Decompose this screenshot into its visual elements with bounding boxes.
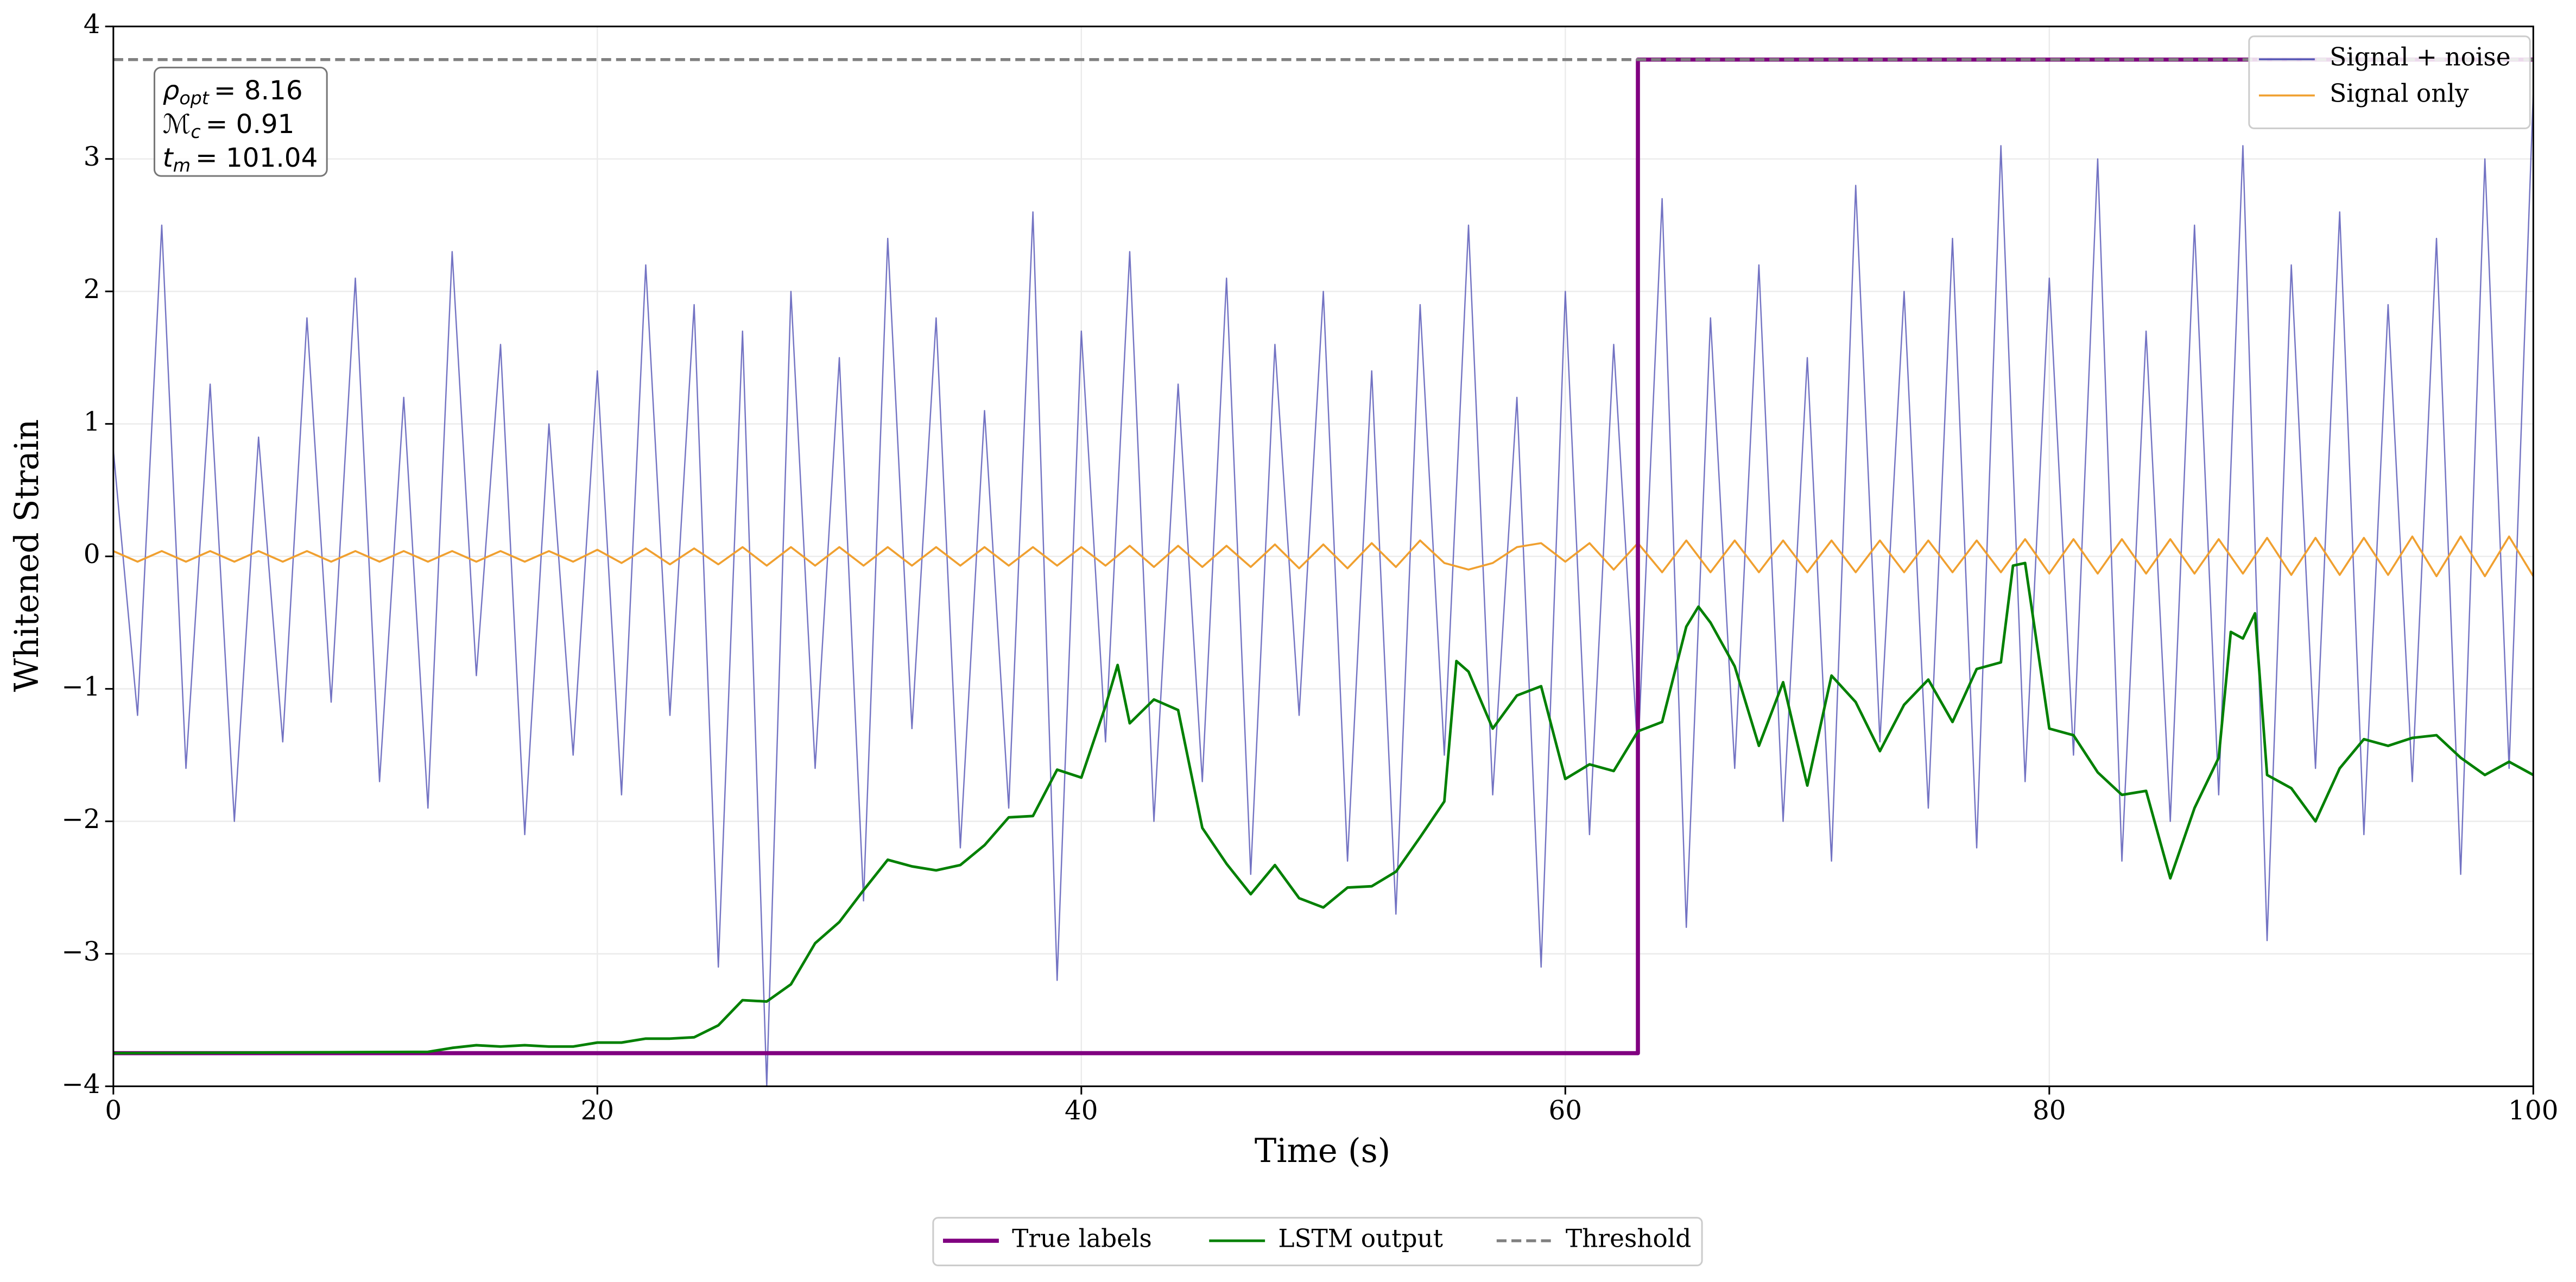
plot-frame xyxy=(112,26,2534,1088)
y-tick-label: −2 xyxy=(61,804,100,835)
y-tick-label: −4 xyxy=(61,1069,100,1100)
x-tick-label: 60 xyxy=(1549,1096,1583,1126)
annotation-text: = 0.91 xyxy=(206,109,295,140)
y-tick-label: 0 xyxy=(84,539,100,570)
annotation-box xyxy=(153,66,328,177)
legend-label: True labels xyxy=(1012,1224,1152,1253)
x-axis-label: Time (s) xyxy=(1255,1132,1390,1170)
legend-label: Signal only xyxy=(2330,79,2469,108)
legend-label: LSTM output xyxy=(1278,1224,1443,1253)
x-tick-label: 80 xyxy=(2033,1096,2066,1126)
y-tick-label: −3 xyxy=(61,937,100,967)
annotation: tm = 101.04 xyxy=(163,143,318,176)
legend-box xyxy=(2248,35,2531,129)
legend-label: Signal + noise xyxy=(2330,43,2511,72)
y-tick-label: 1 xyxy=(84,407,100,437)
x-tick-label: 100 xyxy=(2508,1096,2558,1126)
y-tick-label: 3 xyxy=(84,142,100,172)
annotation-sub: opt xyxy=(179,87,210,108)
annotation-symbol: ρ xyxy=(163,75,180,106)
y-axis-label: Whitened Strain xyxy=(8,419,46,692)
annotation-symbol: t xyxy=(163,143,174,173)
x-tick-label: 0 xyxy=(105,1096,122,1126)
series-line xyxy=(113,561,2534,1054)
legend-label: Threshold xyxy=(1566,1224,1691,1253)
annotation-symbol: ℳ xyxy=(163,109,191,140)
annotation-text: = 101.04 xyxy=(195,143,318,173)
y-tick-label: 4 xyxy=(84,9,100,40)
annotation-sub: m xyxy=(173,154,191,175)
x-tick-label: 40 xyxy=(1065,1096,1098,1126)
annotation: ℳc = 0.91 xyxy=(163,109,295,142)
series-line xyxy=(113,92,2534,1087)
annotation: ρopt = 8.16 xyxy=(163,75,303,109)
annotation-sub: c xyxy=(191,121,200,142)
y-tick-label: −1 xyxy=(61,672,100,702)
annotation-text: = 8.16 xyxy=(214,75,303,106)
legend-box xyxy=(932,1217,1703,1266)
series-line xyxy=(113,535,2534,578)
x-tick-label: 20 xyxy=(581,1096,615,1126)
y-tick-label: 2 xyxy=(84,274,100,305)
